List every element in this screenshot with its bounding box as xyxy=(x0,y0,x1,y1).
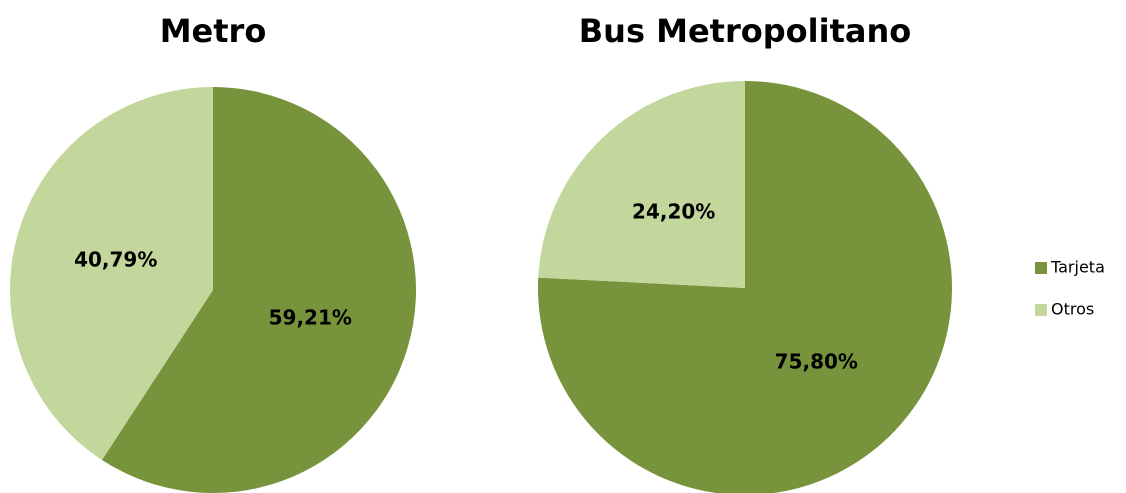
legend-swatch xyxy=(1035,304,1047,316)
data-label: 24,20% xyxy=(632,199,715,223)
data-label: 59,21% xyxy=(269,305,352,329)
data-label: 40,79% xyxy=(74,248,157,272)
pie-slice xyxy=(101,87,417,493)
legend-label: Otros xyxy=(1051,300,1094,319)
pie-slice xyxy=(10,87,213,460)
chart-title: Bus Metropolitano xyxy=(579,12,911,50)
pie-slice xyxy=(538,81,745,288)
chart-title: Metro xyxy=(160,12,267,50)
legend-label: Tarjeta xyxy=(1050,258,1105,277)
data-label: 75,80% xyxy=(775,350,858,374)
pie-slice xyxy=(538,81,952,493)
legend-swatch xyxy=(1035,262,1047,274)
